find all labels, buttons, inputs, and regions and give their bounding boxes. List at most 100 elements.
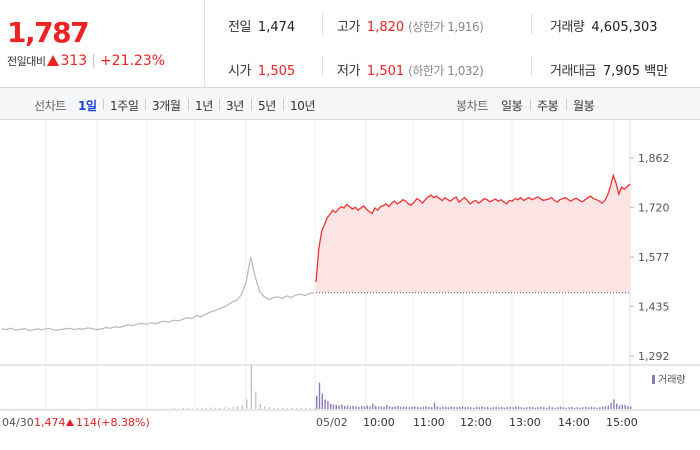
volume-bar-today (506, 407, 508, 409)
prev-day-series-line (1, 256, 315, 332)
volume-bar-today (338, 405, 340, 409)
volume-bar-today (383, 406, 385, 409)
volume-bar-prev (250, 365, 252, 409)
volume-bar-today (400, 406, 402, 409)
volume-bar-prev (300, 408, 302, 409)
volume-bar-today (346, 405, 349, 409)
volume-bar-prev (259, 403, 261, 409)
period-tab-1w[interactable]: 1주일 (110, 99, 139, 113)
x-date-label-today: 05/02 (316, 416, 348, 429)
volume-bar-today (470, 407, 472, 409)
volume-bar-prev (282, 407, 284, 409)
volume-bar-today (602, 406, 604, 409)
volume-bar-today (428, 406, 430, 409)
period-tab-3y[interactable]: 3년 (226, 99, 244, 113)
price-chart-area: 1,862 1,720 1,577 1,435 1,292 거래량 04/30 1,474 11… (0, 120, 700, 450)
volume-bar-today (487, 406, 489, 409)
today-area-fill (316, 175, 630, 293)
stat-lower-limit: (하한가 1,032) (408, 64, 484, 78)
volume-legend-label: 거래량 (658, 374, 686, 386)
prev-day-change-percent: (+8.38%) (97, 416, 150, 429)
candle-tab-monthly[interactable]: 월봉 (573, 99, 595, 113)
volume-bar-prev (255, 391, 257, 409)
volume-bar-today (408, 407, 410, 409)
volume-bar-prev (237, 406, 239, 409)
volume-bar-today (568, 407, 570, 409)
volume-bar-today (531, 407, 534, 409)
stat-low: 저가 1,501 (하한가 1,032) (337, 60, 484, 79)
volume-bar-today (352, 405, 354, 409)
volume-bar-today (344, 405, 346, 409)
stat-open-value: 1,505 (257, 64, 296, 79)
x-time-label: 10:00 (363, 416, 395, 429)
volume-bar-today (363, 406, 366, 409)
volume-bar-today (391, 406, 394, 409)
volume-bar-today (537, 407, 539, 409)
volume-bar-today (442, 406, 444, 409)
volume-bar-today (590, 406, 593, 409)
period-divider (283, 99, 284, 110)
volume-bar-today (414, 406, 416, 409)
volume-bar-today (579, 407, 581, 409)
volume-bar-today (509, 406, 511, 409)
period-tab-5y[interactable]: 5년 (258, 99, 276, 113)
stat-amount: 거래대금 7,905 백만 (550, 60, 668, 79)
volume-bar-today (450, 406, 452, 409)
volume-bar-prev (196, 408, 198, 409)
volume-bar-today (565, 407, 567, 409)
prev-day-close-label: 1,474 (34, 416, 66, 429)
candle-chart-title: 봉차트 (456, 99, 488, 113)
volume-bar-today (517, 406, 520, 409)
volume-bar-today (540, 406, 542, 409)
volume-bar-today (554, 407, 556, 409)
candle-tab-weekly[interactable]: 주봉 (537, 99, 559, 113)
volume-bar-today (585, 406, 587, 409)
prev-day-up-triangle-icon (66, 419, 74, 426)
volume-bar-today (397, 405, 399, 409)
volume-bar-today (576, 407, 579, 409)
volume-bar-prev (291, 407, 293, 409)
volume-bar-prev (305, 407, 307, 409)
period-tab-1y[interactable]: 1년 (195, 99, 213, 113)
volume-bar-prev (228, 407, 230, 409)
period-divider (188, 99, 189, 110)
volume-bar-prev (201, 408, 203, 409)
candle-tab-daily[interactable]: 일봉 (501, 99, 523, 113)
volume-bar-today (548, 406, 551, 409)
volume-bar-today (447, 407, 450, 409)
volume-bar-prev (214, 407, 216, 409)
period-tab-1d[interactable]: 1일 (78, 99, 97, 113)
volume-bar-today (405, 406, 408, 409)
volume-bar-today (402, 406, 405, 409)
stat-open: 시가 1,505 (228, 60, 295, 79)
volume-bar-today (439, 407, 441, 409)
stat-divider (531, 14, 532, 34)
stat-high-label: 고가 (337, 20, 360, 35)
volume-bar-prev (173, 408, 175, 409)
volume-bar-today (360, 405, 363, 409)
volume-bar-today (501, 406, 503, 409)
volume-bar-prev (210, 407, 212, 409)
volume-bar-prev (182, 408, 185, 409)
period-tab-10y[interactable]: 10년 (290, 99, 316, 113)
period-tab-3m[interactable]: 3개월 (152, 99, 181, 113)
volume-bar-today (630, 406, 632, 409)
volume-bar-today (386, 405, 388, 409)
change-separator: | (91, 53, 96, 69)
volume-bar-today (543, 407, 545, 409)
volume-bar-today (478, 407, 480, 409)
volume-bar-today (456, 407, 458, 409)
volume-bar-today (316, 395, 318, 409)
period-divider (530, 99, 531, 110)
volume-bar-today (534, 407, 537, 409)
stat-amount-unit: 백만 (644, 64, 669, 79)
volume-bar-today (526, 407, 528, 409)
volume-bar-today (618, 405, 621, 409)
volume-bar-today (411, 406, 413, 409)
volume-bar-prev (309, 408, 311, 409)
volume-bar-today (369, 406, 371, 409)
volume-bar-today (489, 407, 492, 409)
price-chart[interactable]: 1,862 1,720 1,577 1,435 1,292 거래량 04/30 1,474 11… (0, 120, 700, 450)
stat-divider (322, 14, 323, 34)
